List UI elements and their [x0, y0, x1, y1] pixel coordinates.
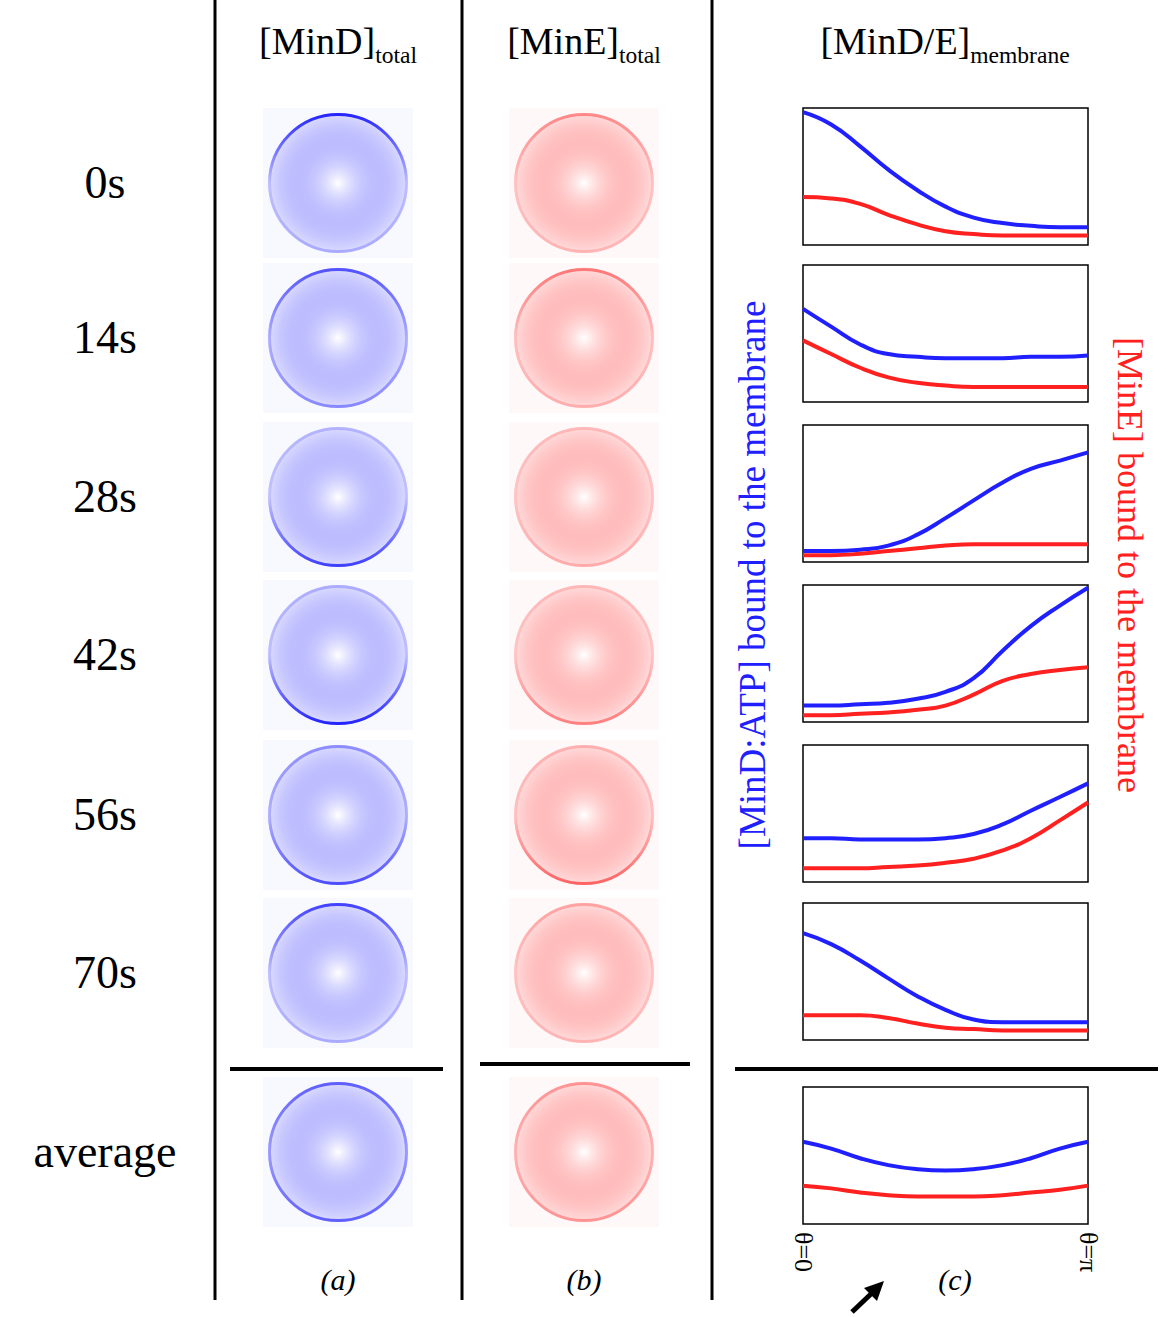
- html-text:average: average: [33, 1126, 177, 1177]
- html-text:56s: 56s: [73, 789, 137, 840]
- svg-text:θ=0: θ=0: [789, 1232, 818, 1272]
- html-text:70s: 70s: [73, 947, 137, 998]
- html-text:(c): (c): [938, 1263, 972, 1296]
- html-text:[MinD]total: [MinD]total: [259, 20, 417, 68]
- html-text:0s: 0s: [84, 157, 126, 208]
- svg-text:θ=π: θ=π: [1074, 1232, 1103, 1272]
- html-text:[MinD/E]membrane: [MinD/E]membrane: [820, 20, 1070, 68]
- html-text:(a): (a): [320, 1263, 356, 1296]
- html-text:42s: 42s: [73, 629, 137, 680]
- html-text:[MinE]total: [MinE]total: [507, 20, 661, 68]
- html-text:(b): (b): [566, 1263, 602, 1296]
- html-text:14s: 14s: [73, 312, 137, 363]
- html-text:[MinD:ATP] bound to the membra: [MinD:ATP] bound to the membrane: [731, 300, 773, 850]
- html-text:[MinE] bound to the membrane: [MinE] bound to the membrane: [1110, 337, 1150, 793]
- html-text:28s: 28s: [73, 471, 137, 522]
